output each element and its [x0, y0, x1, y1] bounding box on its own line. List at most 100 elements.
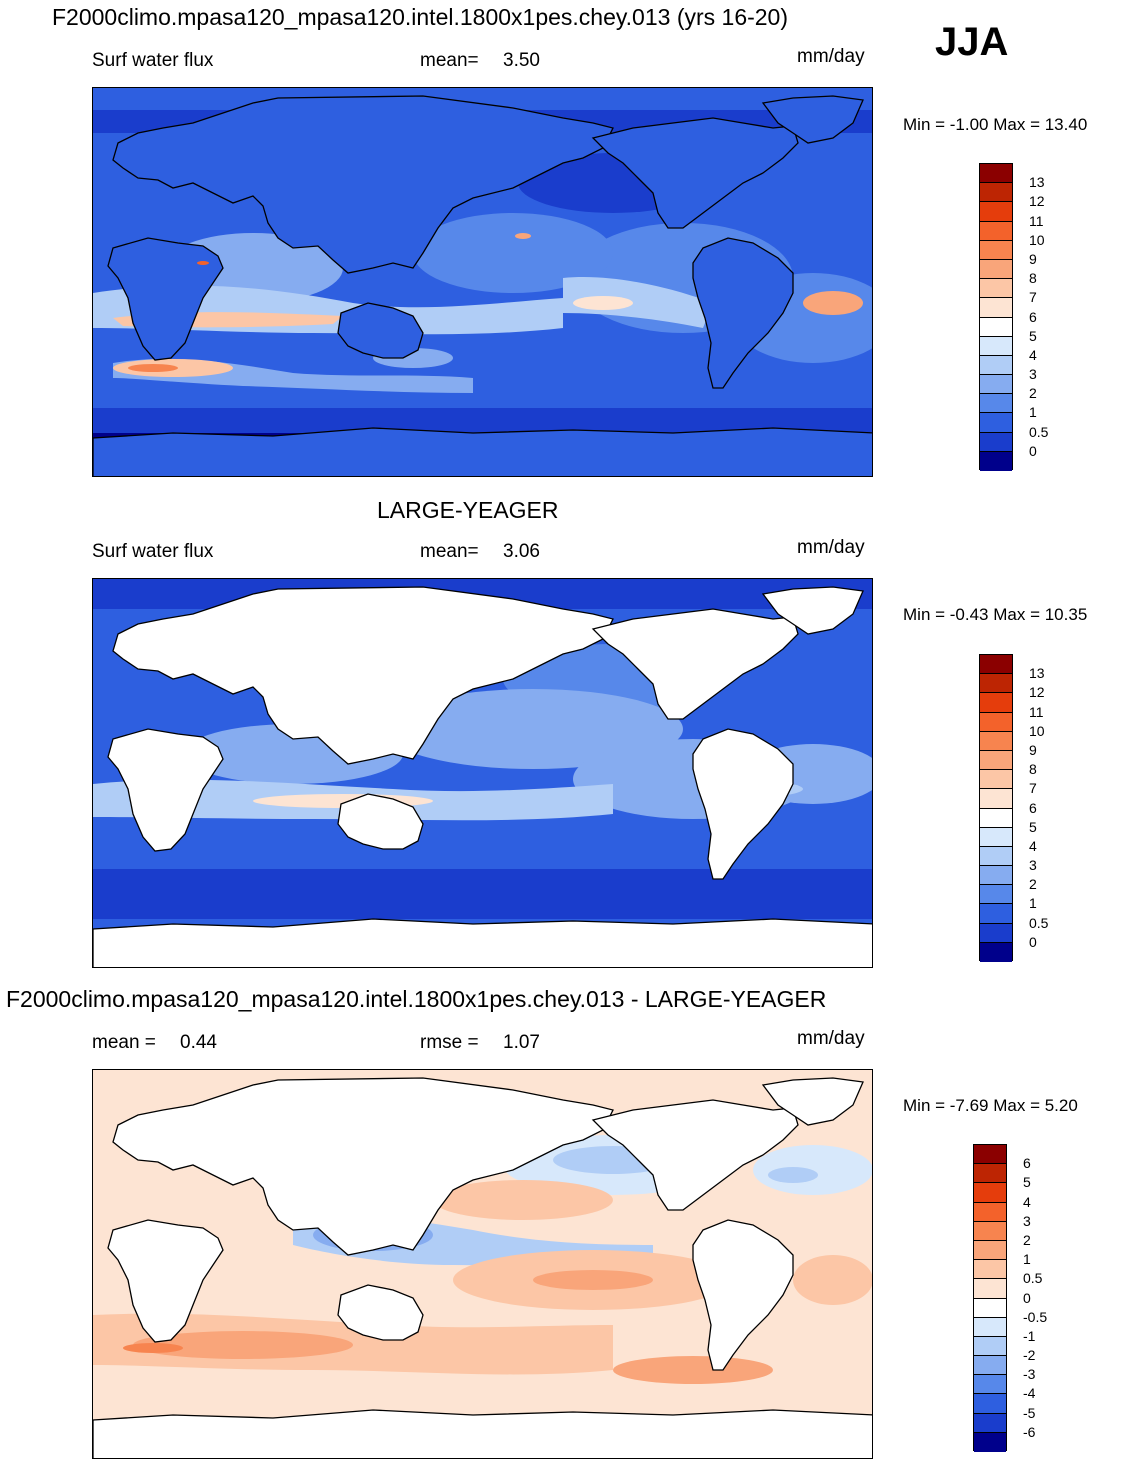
colorbar-tick-label: 4 — [1029, 346, 1037, 363]
colorbar-tick-label: 3 — [1029, 366, 1037, 383]
colorbar-swatch — [980, 885, 1012, 905]
colorbar-swatch — [974, 1336, 1006, 1357]
colorbar-tick-label: 7 — [1029, 780, 1037, 797]
colorbar-tick-label: 10 — [1029, 722, 1045, 739]
colorbar-swatch — [980, 712, 1012, 732]
panel-1-map — [92, 87, 873, 477]
colorbar-swatch — [974, 1260, 1006, 1280]
colorbar-tick-label: 13 — [1029, 174, 1045, 191]
colorbar-swatch — [980, 375, 1012, 395]
colorbar-tick-label: 1 — [1029, 404, 1037, 421]
colorbar-swatch — [980, 298, 1012, 318]
colorbar-swatch — [980, 259, 1012, 280]
panel-2-title: LARGE-YEAGER — [377, 497, 559, 523]
colorbar-tick-label: 0 — [1029, 933, 1037, 950]
colorbar-swatch — [974, 1356, 1006, 1376]
colorbar-tick-label: 3 — [1029, 857, 1037, 874]
season-label: JJA — [935, 20, 1009, 64]
colorbar-swatch — [980, 846, 1012, 867]
panel-2-mean-label: mean= — [420, 541, 479, 562]
panel-1-title: F2000climo.mpasa120_mpasa120.intel.1800x… — [52, 4, 789, 30]
colorbar-tick-label: 2 — [1029, 876, 1037, 893]
colorbar-swatch — [980, 355, 1012, 376]
panel-1-min-max: Min = -1.00 Max = 13.40 — [903, 115, 1088, 134]
panel-1-variable-label: Surf water flux — [92, 50, 214, 71]
panel-2-units: mm/day — [797, 537, 865, 558]
colorbar-swatch — [980, 164, 1012, 184]
panel-1-mean-value: 3.50 — [503, 50, 540, 71]
colorbar-swatch — [980, 202, 1012, 222]
colorbar-swatch — [974, 1413, 1006, 1433]
colorbar-tick-label: -0.5 — [1023, 1308, 1048, 1325]
panel-3-map — [92, 1069, 873, 1459]
colorbar-swatch — [980, 279, 1012, 299]
colorbar-swatch — [980, 183, 1012, 203]
colorbar-swatch — [980, 750, 1012, 771]
colorbar-swatch — [980, 221, 1012, 241]
panel-2-mean-value: 3.06 — [503, 541, 540, 562]
colorbar-swatch — [980, 394, 1012, 414]
colorbar-swatch — [980, 942, 1012, 962]
colorbar-tick-label: 1 — [1023, 1251, 1031, 1268]
panel-3-title: F2000climo.mpasa120_mpasa120.intel.1800x… — [6, 986, 827, 1012]
colorbar-tick-label: 2 — [1023, 1231, 1031, 1248]
colorbar-swatch — [974, 1240, 1006, 1261]
colorbar-tick-label: 11 — [1029, 212, 1044, 229]
colorbar-swatch — [980, 731, 1012, 751]
panel-1-colorbar — [979, 163, 1013, 471]
panel-1-units: mm/day — [797, 46, 865, 67]
colorbar-swatch — [974, 1279, 1006, 1299]
colorbar-swatch — [974, 1394, 1006, 1414]
colorbar-tick-label: 0.5 — [1029, 914, 1049, 931]
colorbar-swatch — [974, 1375, 1006, 1395]
panel-3-units: mm/day — [797, 1028, 865, 1049]
colorbar-tick-label: 5 — [1023, 1174, 1031, 1191]
panel-3-mean-value: 0.44 — [180, 1032, 217, 1053]
panel-3-rmse-value: 1.07 — [503, 1032, 540, 1053]
colorbar-swatch — [980, 240, 1012, 260]
colorbar-tick-label: 12 — [1029, 684, 1045, 701]
colorbar-swatch — [980, 808, 1012, 828]
colorbar-tick-label: 12 — [1029, 193, 1045, 210]
colorbar-swatch — [974, 1317, 1006, 1337]
colorbar-swatch — [980, 317, 1012, 337]
colorbar-swatch — [980, 413, 1012, 433]
colorbar-tick-label: 4 — [1023, 1193, 1031, 1210]
colorbar-tick-label: 0.5 — [1029, 423, 1049, 440]
colorbar-tick-label: -5 — [1023, 1404, 1036, 1421]
colorbar-tick-label: 8 — [1029, 270, 1037, 287]
colorbar-swatch — [980, 866, 1012, 886]
panel-2-variable-label: Surf water flux — [92, 541, 214, 562]
colorbar-tick-label: -1 — [1023, 1327, 1036, 1344]
colorbar-tick-label: 11 — [1029, 703, 1044, 720]
colorbar-tick-label: -2 — [1023, 1347, 1036, 1364]
colorbar-swatch — [974, 1164, 1006, 1184]
colorbar-swatch — [980, 655, 1012, 675]
colorbar-tick-label: 10 — [1029, 231, 1045, 248]
colorbar-swatch — [974, 1202, 1006, 1222]
colorbar-tick-label: 13 — [1029, 665, 1045, 682]
panel-1-mean-label: mean= — [420, 50, 479, 71]
panel-3-mean-label: mean = — [92, 1032, 156, 1053]
colorbar-swatch — [974, 1221, 1006, 1241]
colorbar-tick-label: 5 — [1029, 818, 1037, 835]
colorbar-swatch — [980, 827, 1012, 847]
colorbar-swatch — [974, 1183, 1006, 1203]
colorbar-swatch — [980, 923, 1012, 943]
colorbar-tick-label: 0 — [1029, 442, 1037, 459]
panel-2-colorbar — [979, 654, 1013, 962]
panel-2-map — [92, 578, 873, 968]
colorbar-tick-label: -3 — [1023, 1366, 1036, 1383]
panel-3-rmse-label: rmse = — [420, 1032, 479, 1053]
colorbar-swatch — [980, 693, 1012, 713]
panel-2-min-max: Min = -0.43 Max = 10.35 — [903, 605, 1088, 624]
colorbar-swatch — [980, 451, 1012, 471]
colorbar-tick-label: 8 — [1029, 761, 1037, 778]
panel-3-min-max: Min = -7.69 Max = 5.20 — [903, 1096, 1078, 1115]
colorbar-tick-label: 1 — [1029, 895, 1037, 912]
colorbar-tick-label: -4 — [1023, 1385, 1036, 1402]
colorbar-swatch — [974, 1145, 1006, 1165]
colorbar-swatch — [974, 1432, 1006, 1452]
colorbar-swatch — [974, 1298, 1006, 1318]
colorbar-swatch — [980, 904, 1012, 924]
